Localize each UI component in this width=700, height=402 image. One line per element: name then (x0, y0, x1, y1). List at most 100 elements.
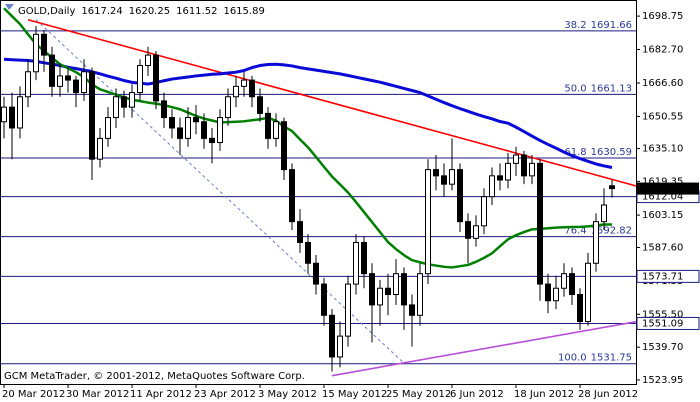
candle-body (145, 54, 151, 67)
candle-body (577, 293, 583, 323)
candle-body (369, 273, 375, 306)
trendline (331, 320, 636, 377)
fibo-price: 1630.59 (591, 147, 632, 158)
y-tick-label: 1603.15 (642, 210, 683, 221)
candle-body (25, 71, 31, 98)
candle-body (249, 79, 255, 98)
candle-body (33, 33, 39, 73)
candle-body (113, 96, 119, 119)
fibo-level: 38.2 (564, 20, 586, 31)
candle-body (105, 117, 111, 139)
y-tick-label: 1523.95 (642, 375, 683, 386)
candle-body (385, 287, 391, 295)
trendline (27, 18, 636, 187)
candle-body (201, 121, 207, 139)
y-tick-label: 1555.50 (642, 309, 683, 320)
candle-body (457, 169, 463, 223)
candle-body (89, 71, 95, 160)
candle-body (217, 117, 223, 144)
fibo-level: 100.0 (558, 353, 587, 364)
candle-body (489, 175, 495, 198)
level-box (636, 316, 700, 330)
moving-average (3, 7, 612, 269)
level-label: 1612.04 (642, 192, 683, 203)
candle-body (409, 304, 415, 316)
x-tick-label: 25 May 2012 (386, 389, 451, 400)
candle-body (329, 314, 335, 358)
candle-body (497, 175, 503, 181)
candle-body (313, 262, 319, 285)
symbol-icon (5, 4, 14, 10)
y-tick-label: 1666.60 (642, 78, 683, 89)
fibo-level: 76.4 (564, 226, 586, 237)
candle-body (233, 85, 239, 98)
level-label: 1551.09 (642, 318, 683, 329)
y-tick-label: 1682.70 (642, 44, 683, 55)
candle-body (177, 127, 183, 139)
x-tick-label: 3 May 2012 (258, 389, 317, 400)
candle-body (49, 54, 55, 87)
candle-body (353, 241, 359, 285)
x-tick-label: 20 Mar 2012 (2, 389, 65, 400)
candle-body (601, 204, 607, 223)
candle-body (361, 241, 367, 275)
candle-body (1, 106, 7, 123)
fibo-label: 38.2 1691.66 (564, 20, 632, 31)
candle-body (41, 33, 47, 56)
candle-body (273, 121, 279, 139)
fibo-price: 1592.82 (591, 226, 632, 237)
chart-header: GOLD,Daily 1617.24 1620.25 1611.52 1615.89 (18, 6, 265, 17)
header-high: 1620.25 (129, 6, 170, 17)
candle-body (401, 273, 407, 306)
candle-body (161, 100, 167, 119)
footer: GCM MetaTrader, © 2001-2012, MetaQuotes … (4, 371, 305, 382)
candle-body (473, 225, 479, 239)
fibo-price: 1661.13 (591, 83, 632, 94)
x-tick-label: 11 Apr 2012 (130, 389, 192, 400)
candle-body (337, 335, 343, 358)
candle-body (569, 273, 575, 295)
candle-body (465, 221, 471, 239)
candle-body (185, 117, 191, 139)
candle-body (297, 221, 303, 243)
fibo-label: 50.0 1661.13 (564, 83, 632, 94)
y-tick-label: 1587.60 (642, 242, 683, 253)
candle-body (9, 106, 15, 129)
y-tick-label: 1650.55 (642, 111, 683, 122)
moving-average (3, 57, 613, 169)
candle-body (129, 92, 135, 108)
fibo-label: 76.4 1592.82 (564, 226, 632, 237)
y-tick-label: 1539.70 (642, 342, 683, 353)
y-tick-label: 1635.10 (642, 144, 683, 155)
candle-body (241, 79, 247, 87)
level-label: 1573.71 (642, 271, 683, 282)
candle-body (65, 75, 71, 81)
fibo-price: 1531.75 (591, 353, 632, 364)
x-tick-label: 6 Jun 2012 (450, 389, 504, 400)
level-box (636, 269, 700, 283)
candle-body (441, 175, 447, 185)
overlay: GOLD,Daily 1617.24 1620.25 1611.52 1615.89 20… (2, 6, 700, 400)
candle-body (169, 117, 175, 129)
candle-body (265, 112, 271, 139)
chart-title: GOLD,Daily (18, 6, 75, 17)
fibo-level: 61.8 (564, 147, 586, 158)
candle-body (417, 273, 423, 316)
fibo-label: 100.0 1531.75 (558, 353, 632, 364)
candle-body (521, 154, 527, 177)
candle-body (57, 75, 63, 87)
candle-body (153, 54, 159, 102)
candle-body (505, 162, 511, 181)
candle-body (345, 283, 351, 337)
candle-body (585, 262, 591, 323)
candle-body (537, 162, 543, 285)
header-close: 1615.89 (223, 6, 264, 17)
y-tick-label: 1619.35 (642, 176, 683, 187)
candle-body (545, 283, 551, 302)
candle-body (593, 221, 599, 264)
candle-body (193, 117, 199, 123)
candle-body (529, 162, 535, 177)
candle-body (281, 121, 287, 171)
